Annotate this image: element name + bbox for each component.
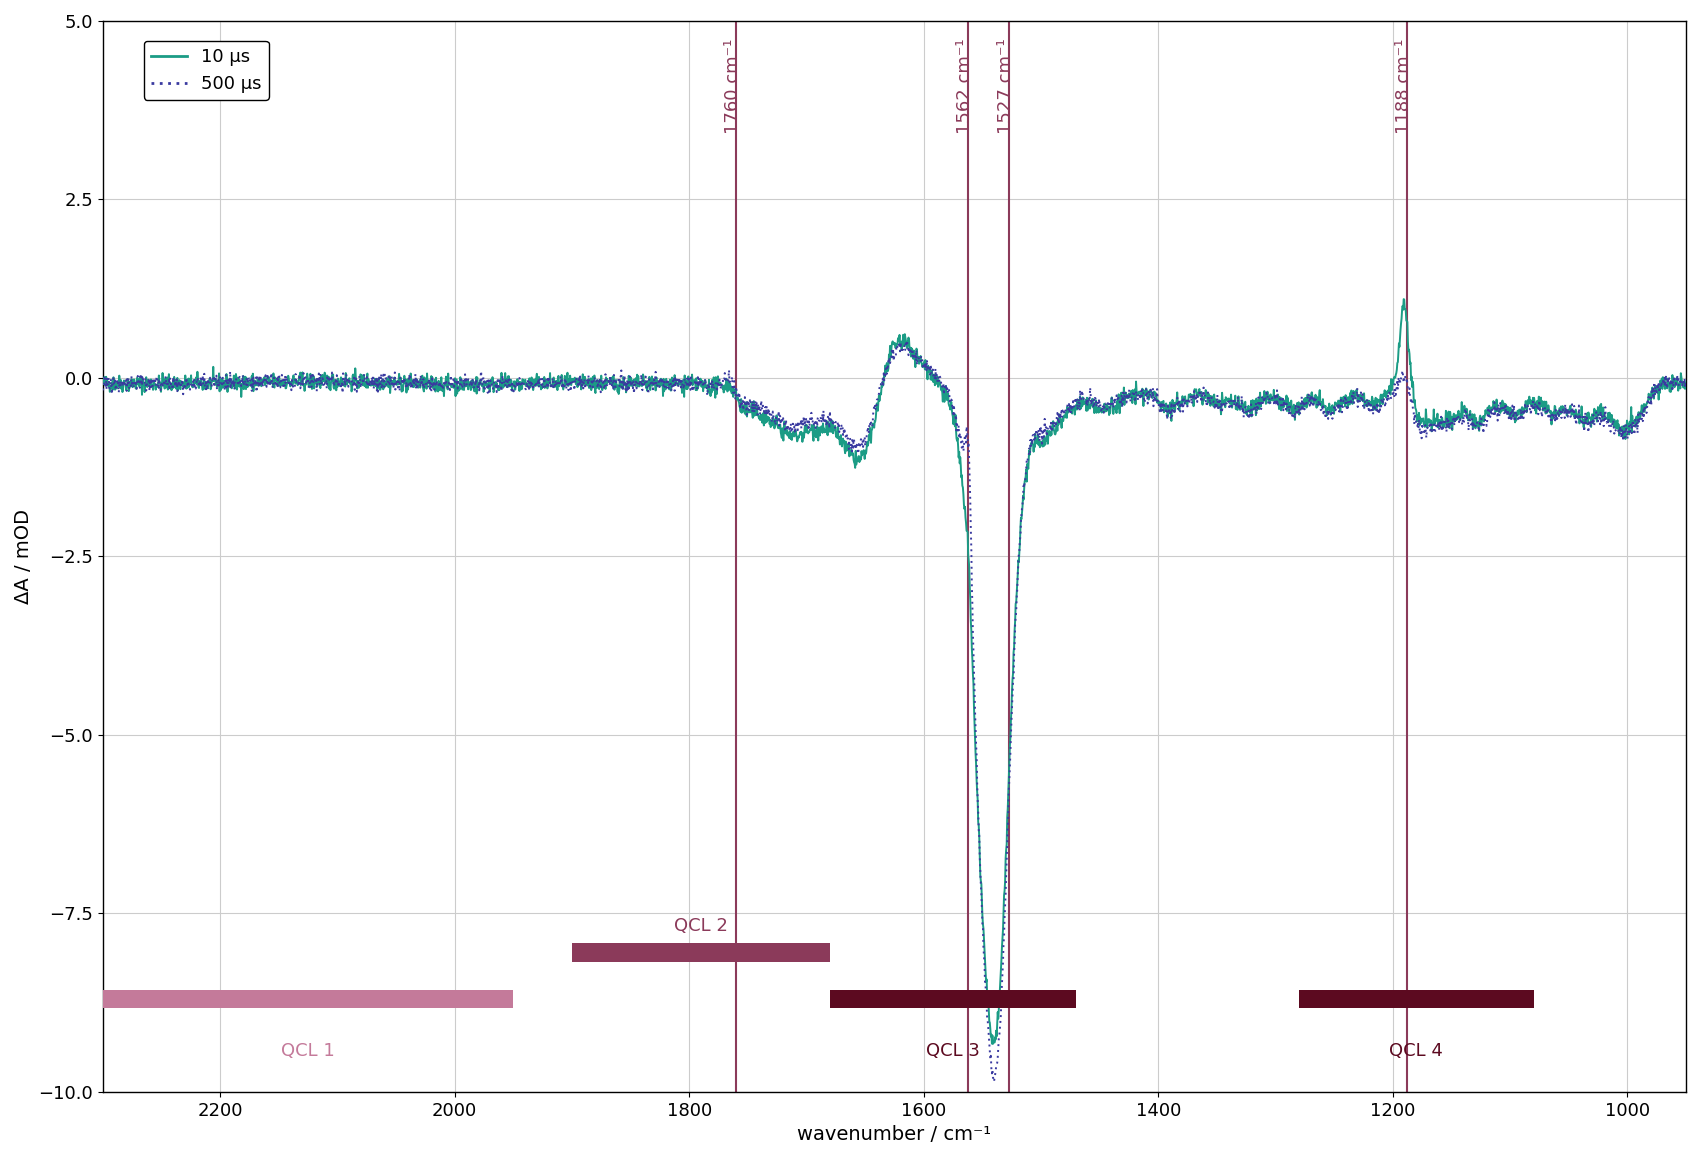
500 μs xyxy=(700,379,721,393)
Text: QCL 3: QCL 3 xyxy=(927,1042,981,1060)
Text: 1188 cm⁻¹: 1188 cm⁻¹ xyxy=(1396,38,1413,134)
10 μs xyxy=(983,1036,1003,1050)
10 μs xyxy=(768,419,789,433)
Text: QCL 1: QCL 1 xyxy=(280,1042,335,1060)
500 μs xyxy=(1646,382,1666,396)
Text: 1527 cm⁻¹: 1527 cm⁻¹ xyxy=(998,38,1015,134)
Text: QCL 2: QCL 2 xyxy=(675,917,728,935)
Text: QCL 4: QCL 4 xyxy=(1389,1042,1443,1060)
10 μs xyxy=(274,374,294,388)
500 μs xyxy=(896,334,916,347)
500 μs xyxy=(984,1075,1005,1089)
500 μs xyxy=(768,404,789,418)
10 μs xyxy=(700,384,721,398)
10 μs xyxy=(94,374,114,388)
10 μs xyxy=(1476,403,1496,417)
Legend: 10 μs, 500 μs: 10 μs, 500 μs xyxy=(143,41,269,100)
10 μs xyxy=(367,382,388,396)
500 μs xyxy=(1676,381,1697,395)
10 μs xyxy=(1676,378,1697,391)
Line: 500 μs: 500 μs xyxy=(104,340,1686,1082)
500 μs xyxy=(94,383,114,397)
500 μs xyxy=(274,379,294,393)
Line: 10 μs: 10 μs xyxy=(104,299,1686,1043)
X-axis label: wavenumber / cm⁻¹: wavenumber / cm⁻¹ xyxy=(797,1126,991,1144)
10 μs xyxy=(1394,292,1414,306)
500 μs xyxy=(367,373,388,387)
500 μs xyxy=(1476,415,1496,428)
Text: 1562 cm⁻¹: 1562 cm⁻¹ xyxy=(957,38,974,134)
10 μs xyxy=(1646,380,1666,394)
Text: 1760 cm⁻¹: 1760 cm⁻¹ xyxy=(724,38,743,134)
Y-axis label: ΔA / mOD: ΔA / mOD xyxy=(14,508,32,603)
